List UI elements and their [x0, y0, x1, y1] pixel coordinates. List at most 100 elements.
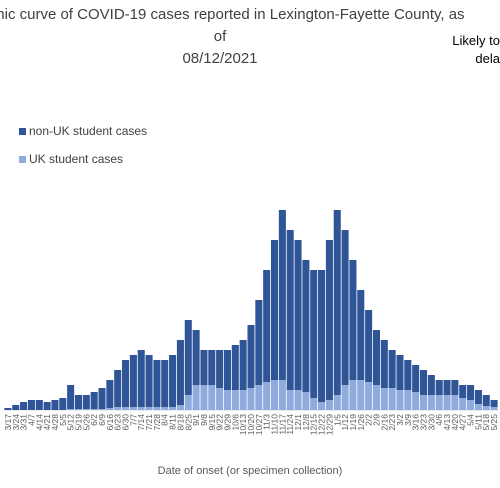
x-tick-label: 3/16: [411, 414, 421, 431]
bar-segment: [129, 355, 137, 407]
bar-segment: [380, 340, 388, 388]
x-tick-label: 2/2: [364, 414, 374, 426]
bar-segment: [318, 270, 326, 402]
bar-segment: [216, 388, 224, 410]
bar-segment: [427, 375, 435, 395]
bar-segment: [59, 398, 67, 410]
bar-segment: [333, 210, 341, 395]
bar-segment: [255, 385, 263, 410]
bar-segment: [216, 350, 224, 388]
bar-segment: [137, 407, 145, 410]
x-tick-label: 6/30: [121, 414, 131, 431]
x-tick-label: 7/28: [152, 414, 162, 431]
bar-segment: [325, 400, 333, 410]
x-tick-label: 11/24: [285, 414, 295, 435]
bar-segment: [467, 400, 475, 410]
x-tick-label: 10/6: [230, 414, 240, 431]
bar-segment: [357, 380, 365, 410]
x-tick-label: 3/31: [19, 414, 29, 431]
bar-segment: [106, 408, 114, 410]
bar-segment: [239, 340, 247, 390]
bar-segment: [482, 395, 490, 406]
bar-segment: [270, 240, 279, 380]
bar-segment: [294, 390, 302, 410]
legend-label: UK student cases: [29, 152, 123, 166]
bar-segment: [35, 400, 43, 410]
bar-segment: [333, 395, 341, 410]
bar-segment: [419, 370, 428, 395]
x-tick-label: 6/23: [113, 414, 123, 431]
x-tick-label: 6/16: [105, 414, 115, 431]
bar-segment: [208, 385, 216, 410]
x-tick-label: 8/25: [183, 414, 193, 431]
legend-label: non-UK student cases: [29, 124, 147, 138]
x-tick-label: 1/12: [340, 414, 350, 431]
bar-segment: [137, 350, 145, 407]
bar-segment: [263, 382, 271, 410]
x-tick-label: 5/19: [73, 414, 83, 431]
bar-segment: [153, 407, 161, 410]
x-tick-label: 12/1: [293, 414, 303, 431]
bar-segment: [223, 350, 232, 390]
bar-segment: [451, 395, 459, 410]
bar-segment: [412, 365, 420, 392]
x-tick-label: 12/22: [317, 414, 327, 436]
bar-segment: [286, 230, 294, 390]
x-tick-label: 2/23: [387, 414, 397, 431]
x-tick-label: 9/29: [222, 414, 232, 431]
bar-segment: [474, 390, 482, 404]
x-tick-label: 1/5: [332, 414, 342, 426]
annotation: Likely to dela: [452, 33, 500, 66]
bar-segment: [459, 398, 467, 410]
x-tick-label: 2/16: [379, 414, 389, 431]
bar-segment: [145, 355, 153, 407]
bar-segment: [161, 360, 169, 407]
x-tick-label: 10/13: [238, 414, 248, 436]
bar-segment: [82, 409, 90, 410]
bar-segment: [474, 404, 482, 410]
bar-segment: [20, 402, 28, 410]
bar-segment: [302, 260, 310, 392]
bar-segment: [404, 390, 412, 410]
bar-segment: [427, 395, 435, 410]
bar-segment: [372, 330, 380, 385]
bar-segment: [114, 407, 122, 410]
bar-segment: [451, 380, 459, 395]
bar-segment: [325, 240, 333, 400]
x-tick-label: 4/27: [458, 414, 468, 431]
bar-segment: [98, 409, 106, 410]
x-tick-label: 8/4: [160, 414, 170, 426]
bar-segment: [443, 395, 451, 410]
x-tick-label: 4/20: [450, 414, 460, 431]
bar-segment: [278, 380, 286, 410]
bar-segment: [74, 409, 83, 410]
x-tick-label: 1/26: [356, 414, 366, 431]
bar-segment: [43, 402, 51, 410]
x-tick-label: 10/27: [254, 414, 264, 436]
bar-segment: [380, 388, 388, 410]
x-tick-label: 12/15: [309, 414, 319, 436]
x-tick-label: 4/7: [26, 414, 36, 426]
x-tick-label: 5/5: [58, 414, 68, 426]
bar-segment: [435, 380, 443, 395]
x-tick-label: 3/24: [11, 414, 21, 431]
bar-segment: [200, 385, 208, 410]
x-tick-label: 4/6: [434, 414, 444, 426]
x-tick-label: 4/14: [34, 414, 44, 431]
x-tick-label: 6/9: [97, 414, 107, 426]
x-tick-label: 4/21: [42, 414, 52, 431]
bar-segment: [231, 345, 239, 390]
x-tick-label: 11/3: [262, 414, 272, 430]
bar-segment: [184, 320, 192, 395]
bar-segment: [419, 395, 428, 410]
bar-segment: [270, 380, 279, 410]
bar-segment: [372, 385, 380, 410]
x-tick-label: 7/14: [136, 414, 146, 431]
bar-segment: [12, 405, 20, 410]
bar-segment: [114, 370, 122, 407]
x-tick-label: 9/1: [191, 414, 201, 426]
bar-segment: [4, 408, 12, 410]
bar-segment: [318, 402, 326, 410]
